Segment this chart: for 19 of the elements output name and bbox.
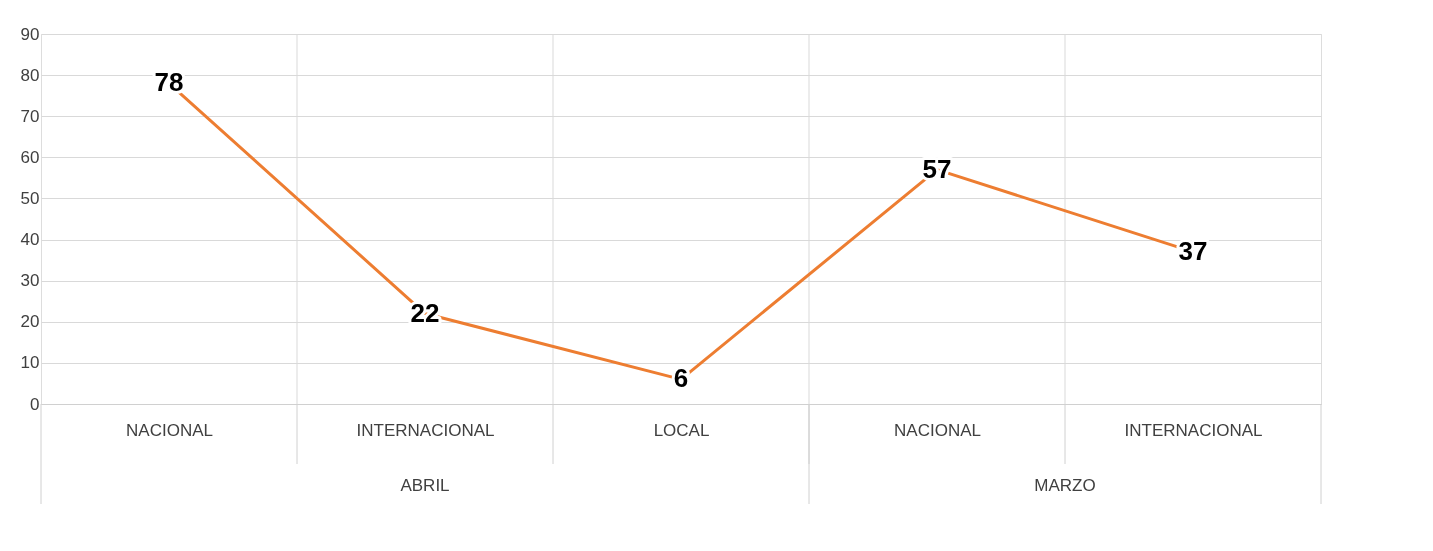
text: MARZO (1034, 476, 1096, 495)
x-tick-label: INTERNACIONAL (356, 420, 495, 440)
y-tick-label: 60 (20, 147, 40, 167)
y-tick-label: 0 (30, 394, 40, 414)
y-tick-label: 50 (20, 188, 40, 208)
y-tick-label: 20 (20, 312, 40, 332)
y-tick-label: 80 (20, 65, 40, 85)
x-tick-label: NACIONAL (126, 420, 213, 440)
y-tick-label: 30 (20, 271, 40, 291)
x-tick-label: INTERNACIONAL (1124, 420, 1263, 440)
y-tick-label: 40 (20, 230, 40, 250)
data-label: 37 (1178, 235, 1208, 266)
y-tick-label: 10 (20, 353, 40, 373)
text: ABRIL (400, 476, 450, 495)
x-tick-label: LOCAL (653, 420, 710, 440)
x-tick-label: NACIONAL (894, 420, 981, 440)
y-tick-label: 90 (20, 24, 40, 44)
y-tick-label: 70 (20, 106, 40, 126)
data-label: 78 (154, 67, 184, 98)
